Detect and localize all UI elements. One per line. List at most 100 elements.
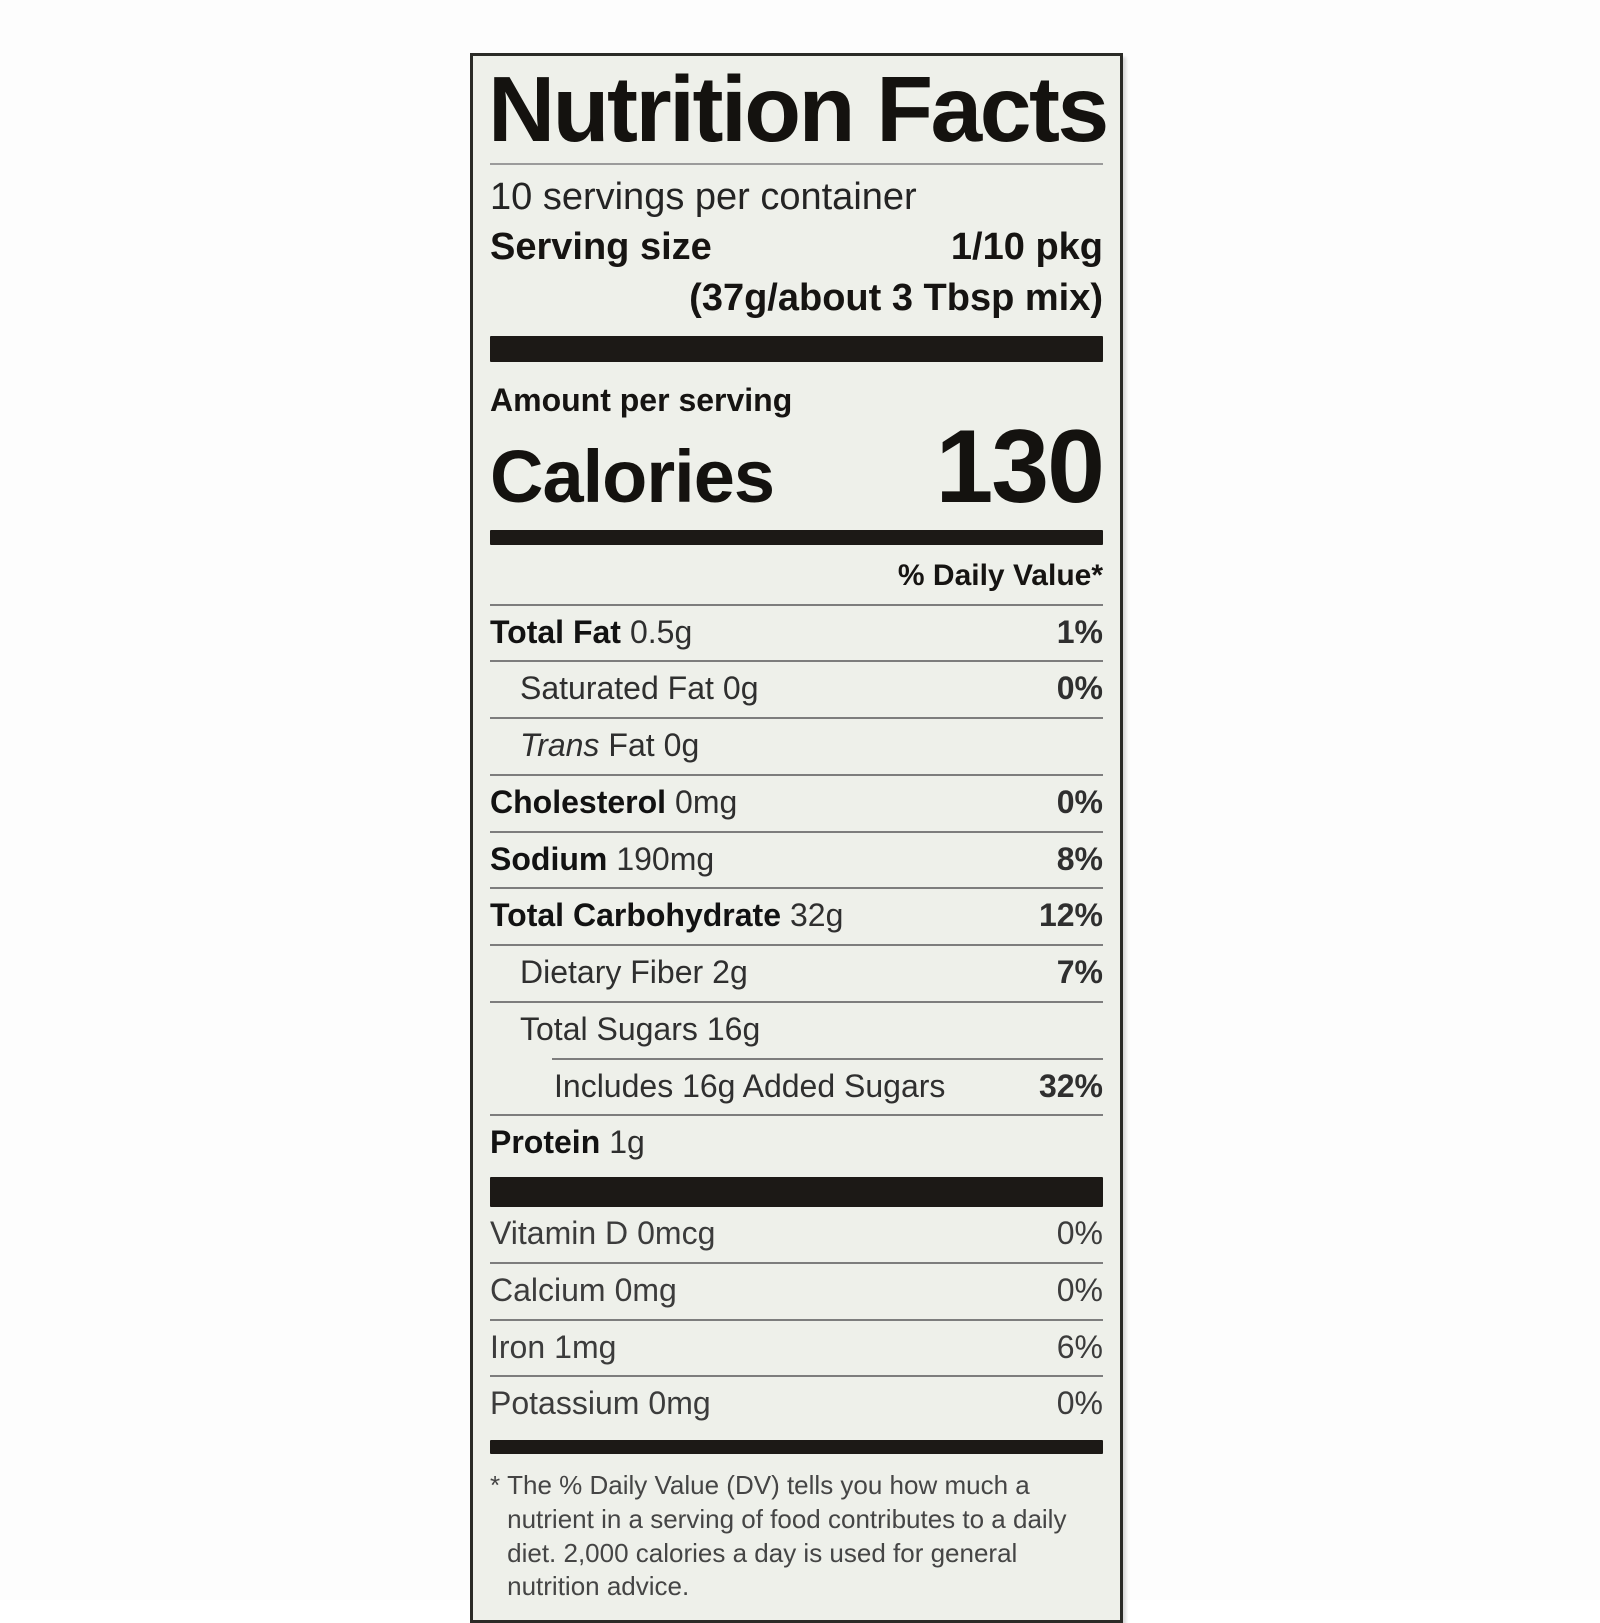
daily-value-header: % Daily Value* [897, 558, 1103, 592]
nutrient-row-total-carbohydrate: Total Carbohydrate 32g 12% [490, 889, 1103, 944]
nutrient-name-text: Calcium [490, 1271, 606, 1308]
nutrient-name-text: Cholesterol [490, 783, 667, 820]
nutrient-daily-value: 0% [1056, 783, 1103, 820]
nutrient-daily-value: 8% [1056, 840, 1103, 877]
nutrient-name: Calcium 0mg [490, 1272, 677, 1310]
nutrient-daily-value: 1% [1056, 613, 1103, 650]
nutrient-daily-value: 0% [1056, 1271, 1103, 1308]
nutrient-name: Protein 1g [490, 1124, 645, 1162]
row-divider [490, 887, 1103, 890]
calories-separator-bar [490, 529, 1103, 545]
nutrient-name: Trans Fat 0g [490, 727, 699, 765]
nutrient-name: Cholesterol 0mg [490, 784, 737, 822]
nutrient-daily-value: 7% [1056, 954, 1103, 990]
row-divider [490, 830, 1103, 833]
nutrient-row-cholesterol: Cholesterol 0mg 0% [490, 776, 1103, 831]
nutrient-amount: 16g [706, 1010, 761, 1047]
nutrient-name: Total Fat 0.5g [490, 614, 692, 652]
nutrient-name-text: Dietary Fiber [520, 954, 704, 990]
calories-value: 130 [935, 408, 1105, 525]
nutrient-daily-value: 12% [1038, 897, 1103, 934]
footnote-text: The % Daily Value (DV) tells you how muc… [507, 1470, 1067, 1602]
vitamin-row-vitamin-d: Vitamin D 0mcg 0% [490, 1207, 1103, 1262]
vitamin-row-calcium: Calcium 0mg 0% [490, 1264, 1103, 1319]
row-divider [490, 1114, 1103, 1117]
nutrient-name: Total Carbohydrate 32g [490, 897, 843, 935]
nutrient-name-italic: Trans [520, 727, 600, 763]
vitamin-row-iron: Iron 1mg 6% [490, 1321, 1103, 1376]
nutrient-amount: 0mg [675, 783, 738, 820]
nutrient-daily-value: 6% [1056, 1328, 1103, 1365]
nutrient-name: Potassium 0mg [490, 1385, 711, 1423]
micronutrient-separator-bar [490, 1177, 1103, 1207]
nutrient-daily-value: 0% [1056, 670, 1103, 707]
row-divider-indented [552, 1057, 1103, 1060]
nutrient-row-total-fat: Total Fat 0.5g 1% [490, 606, 1103, 661]
nutrient-name-text: Saturated Fat [520, 670, 714, 707]
nutrient-name: Includes 16g Added Sugars [490, 1068, 945, 1106]
label-title: Nutrition Facts [488, 57, 1109, 161]
nutrient-name: Total Sugars 16g [490, 1011, 760, 1049]
nutrient-amount: 0g [663, 727, 700, 763]
nutrient-row-protein: Protein 1g [490, 1116, 1103, 1171]
vitamin-row-potassium: Potassium 0mg 0% [490, 1377, 1103, 1432]
nutrient-row-added-sugars: Includes 16g Added Sugars 32% [490, 1060, 1103, 1115]
row-divider [490, 944, 1103, 946]
row-divider [490, 1318, 1103, 1321]
nutrient-amount: 1g [609, 1124, 645, 1161]
nutrient-name-text: Protein [490, 1124, 601, 1161]
row-divider [490, 603, 1103, 606]
nutrient-row-saturated-fat: Saturated Fat 0g 0% [490, 662, 1103, 717]
nutrient-name-text: Total Carbohydrate [490, 897, 781, 934]
nutrient-amount: 0.5g [629, 613, 693, 650]
nutrient-daily-value: 0% [1056, 1385, 1103, 1422]
nutrition-facts-label: Nutrition Facts 10 servings per containe… [470, 53, 1123, 1623]
nutrient-name-text: Total Sugars [520, 1010, 698, 1047]
calories-row: Calories 130 [490, 408, 1105, 525]
servings-per-container: 10 servings per container [490, 175, 917, 218]
serving-size-row: Serving size 1/10 pkg [490, 225, 1103, 271]
row-divider [490, 717, 1103, 719]
nutrient-name-text: Total Fat [490, 613, 621, 650]
nutrient-amount: 32g [790, 897, 844, 934]
amount-per-serving-label: Amount per serving [490, 381, 793, 418]
nutrient-amount: 2g [712, 954, 748, 990]
nutrient-row-dietary-fiber: Dietary Fiber 2g 7% [490, 946, 1103, 1001]
serving-size-detail: (37g/about 3 Tbsp mix) [689, 277, 1103, 320]
nutrient-name: Saturated Fat 0g [490, 670, 758, 708]
nutrient-amount: 0mg [614, 1271, 677, 1308]
nutrient-name-text: Fat [608, 727, 655, 763]
nutrient-name: Iron 1mg [490, 1329, 616, 1367]
nutrient-amount: 190mg [616, 840, 715, 877]
nutrient-daily-value: 32% [1038, 1067, 1103, 1104]
footnote-separator-bar [490, 1440, 1103, 1454]
nutrient-name-text: Iron [490, 1328, 546, 1365]
nutrient-name: Sodium 190mg [490, 841, 714, 879]
nutrient-name: Dietary Fiber 2g [490, 954, 748, 992]
title-divider [490, 162, 1103, 165]
calories-label: Calories [490, 434, 775, 518]
row-divider [490, 660, 1103, 663]
row-divider [490, 773, 1103, 776]
nutrient-daily-value: 0% [1056, 1215, 1103, 1251]
nutrient-amount: 1mg [554, 1328, 617, 1365]
nutrient-name-text: Sodium [490, 840, 608, 877]
row-divider [490, 1261, 1103, 1264]
footnote-asterisk: * [490, 1470, 501, 1500]
serving-size-label: Serving size [490, 226, 712, 269]
nutrient-name-text: Includes 16g Added Sugars [554, 1067, 946, 1104]
row-divider [490, 1375, 1103, 1378]
nutrient-row-total-sugars: Total Sugars 16g [490, 1003, 1103, 1058]
nutrient-amount: 0g [722, 670, 759, 707]
nutrient-row-sodium: Sodium 190mg 8% [490, 833, 1103, 888]
nutrient-amount: 0mg [648, 1385, 711, 1422]
nutrient-row-trans-fat: Trans Fat 0g [490, 719, 1103, 774]
row-divider [490, 1000, 1103, 1003]
nutrient-name-text: Potassium [490, 1385, 640, 1422]
nutrient-name: Vitamin D 0mcg [490, 1215, 715, 1253]
footnote: * The % Daily Value (DV) tells you how m… [490, 1469, 1103, 1604]
nutrient-amount: 0mcg [637, 1215, 716, 1251]
serving-size-value: 1/10 pkg [950, 226, 1103, 269]
nutrient-name-text: Vitamin D [490, 1215, 629, 1251]
